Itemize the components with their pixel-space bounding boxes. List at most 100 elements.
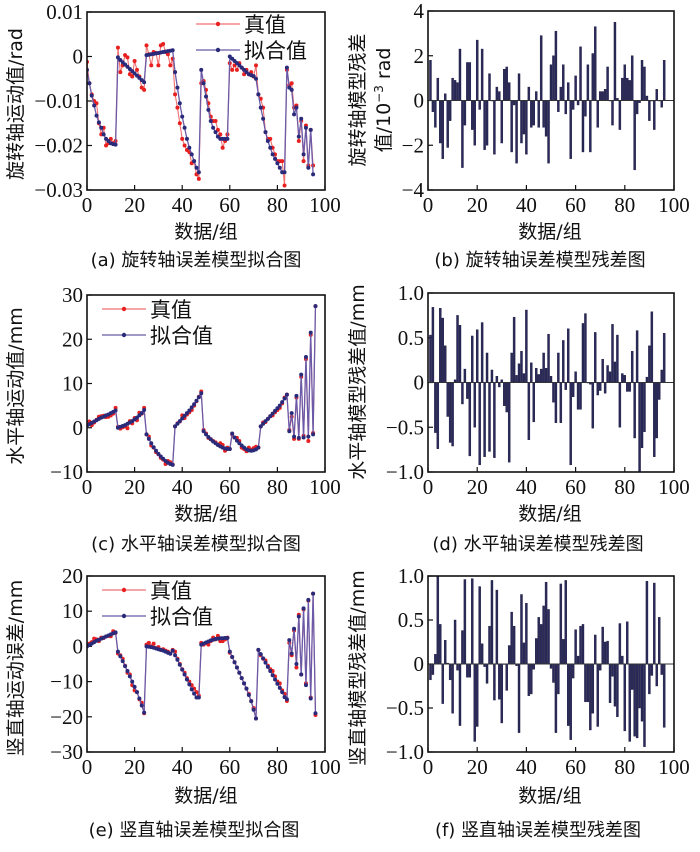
fitted-value-point	[268, 669, 273, 674]
fitted-value-point	[253, 716, 258, 721]
residual-bar	[520, 100, 523, 144]
legend-label-true: 真值	[150, 579, 192, 603]
residual-bar	[522, 100, 526, 135]
residual-bar	[520, 594, 523, 665]
residual-bar	[542, 352, 545, 383]
x-axis-label: 数据/组	[174, 785, 237, 807]
residual-bar	[648, 100, 651, 121]
residual-bar	[643, 382, 646, 432]
fitted-value-point	[299, 672, 304, 677]
residual-bar	[456, 82, 459, 101]
residual-bar	[569, 100, 572, 159]
residual-bar	[495, 589, 499, 665]
fitted-value-point	[177, 662, 182, 667]
residual-bar	[574, 371, 577, 383]
residual-bar	[579, 46, 582, 101]
fitted-value-point	[154, 448, 159, 453]
fitted-value-point	[184, 136, 189, 141]
fitted-value-point	[280, 400, 285, 405]
y-tick-label: 0	[414, 652, 425, 676]
residual-bar	[589, 100, 592, 153]
residual-bar	[537, 374, 540, 383]
residual-bar	[530, 663, 533, 695]
x-tick-label: 60	[565, 193, 586, 217]
residual-bar	[658, 617, 661, 665]
fitted-value-point	[265, 664, 270, 669]
residual-bar	[643, 66, 646, 101]
fitted-value-point	[268, 145, 273, 150]
fitted-value-point	[196, 170, 201, 175]
fitted-value-point	[313, 304, 318, 309]
fitted-value-point	[170, 48, 175, 53]
fitted-value-point	[249, 699, 254, 704]
panel-caption: (f) 竖直轴误差模型残差图	[435, 820, 641, 841]
fitted-value-point	[180, 416, 185, 421]
residual-bar	[480, 48, 484, 101]
true-value-point	[125, 55, 130, 60]
true-value-point	[173, 92, 178, 97]
residual-bar	[510, 100, 513, 153]
residual-bar	[640, 663, 644, 722]
fitted-value-point	[270, 152, 275, 157]
residual-bar	[638, 663, 641, 709]
residual-bar	[527, 86, 531, 101]
plot-frame	[86, 294, 326, 473]
residual-bar	[584, 313, 587, 383]
x-tick-label: 20	[124, 755, 145, 779]
residual-bar	[434, 100, 437, 128]
residual-bar	[500, 663, 504, 724]
residual-bar	[527, 663, 531, 696]
fitted-value-point	[258, 105, 263, 110]
true-value-point	[230, 67, 235, 72]
residual-bar	[446, 382, 449, 417]
residual-bar	[650, 311, 654, 383]
residual-bar	[505, 382, 508, 413]
fitted-value-point	[237, 670, 242, 675]
x-tick-label: 60	[565, 755, 586, 779]
x-axis-label: 数据/组	[518, 785, 581, 807]
residual-bar	[431, 307, 435, 383]
fitted-value-point	[263, 660, 268, 665]
residual-bar	[601, 91, 604, 101]
panel-caption: (d) 水平轴误差模型残差图	[432, 534, 643, 555]
residual-bar	[579, 382, 582, 410]
residual-bar	[571, 663, 575, 679]
fitted-value-point	[213, 130, 218, 135]
residual-bar	[493, 100, 496, 155]
residual-bar	[478, 586, 481, 665]
fitted-value-point	[189, 152, 194, 157]
residual-bar	[594, 634, 597, 665]
fitted-value-point	[227, 446, 232, 451]
fitted-value-point	[230, 431, 235, 436]
panel-c-horizontal-fit: 水平轴运动值/mm 数据/组 (c) 水平轴误差模型拟合图 3020100−10…	[5, 283, 341, 555]
true-value-point	[196, 176, 201, 181]
residual-bar	[458, 325, 462, 383]
legend-label-fit: 拟合值	[150, 324, 213, 348]
fitted-value-point	[253, 76, 258, 81]
residual-bar	[559, 382, 563, 423]
true-value-point	[289, 81, 294, 86]
residual-bar	[559, 583, 563, 665]
fitted-value-point	[265, 139, 270, 144]
fitted-value-point	[280, 690, 285, 695]
legend-true-marker	[121, 306, 127, 312]
panel-caption: (a) 旋转轴误差模型拟合图	[91, 250, 302, 271]
fitted-value-point	[301, 606, 306, 611]
residual-bar	[591, 382, 595, 429]
y-tick-label: 0.5	[398, 326, 424, 350]
true-value-point	[144, 43, 149, 48]
residual-bar	[638, 382, 641, 473]
residual-bar	[451, 77, 454, 101]
y-tick-label: −1.0	[386, 460, 424, 484]
residual-bar	[444, 93, 447, 101]
residual-bar	[456, 663, 459, 671]
true-value-point	[165, 52, 170, 57]
true-value-point	[253, 63, 258, 68]
fitted-value-point	[113, 142, 118, 147]
residual-bar	[601, 626, 604, 665]
true-value-point	[177, 121, 182, 126]
fitted-value-point	[289, 411, 294, 416]
fitted-value-point	[180, 114, 185, 119]
true-value-point	[294, 665, 299, 670]
residual-bar	[562, 340, 565, 383]
